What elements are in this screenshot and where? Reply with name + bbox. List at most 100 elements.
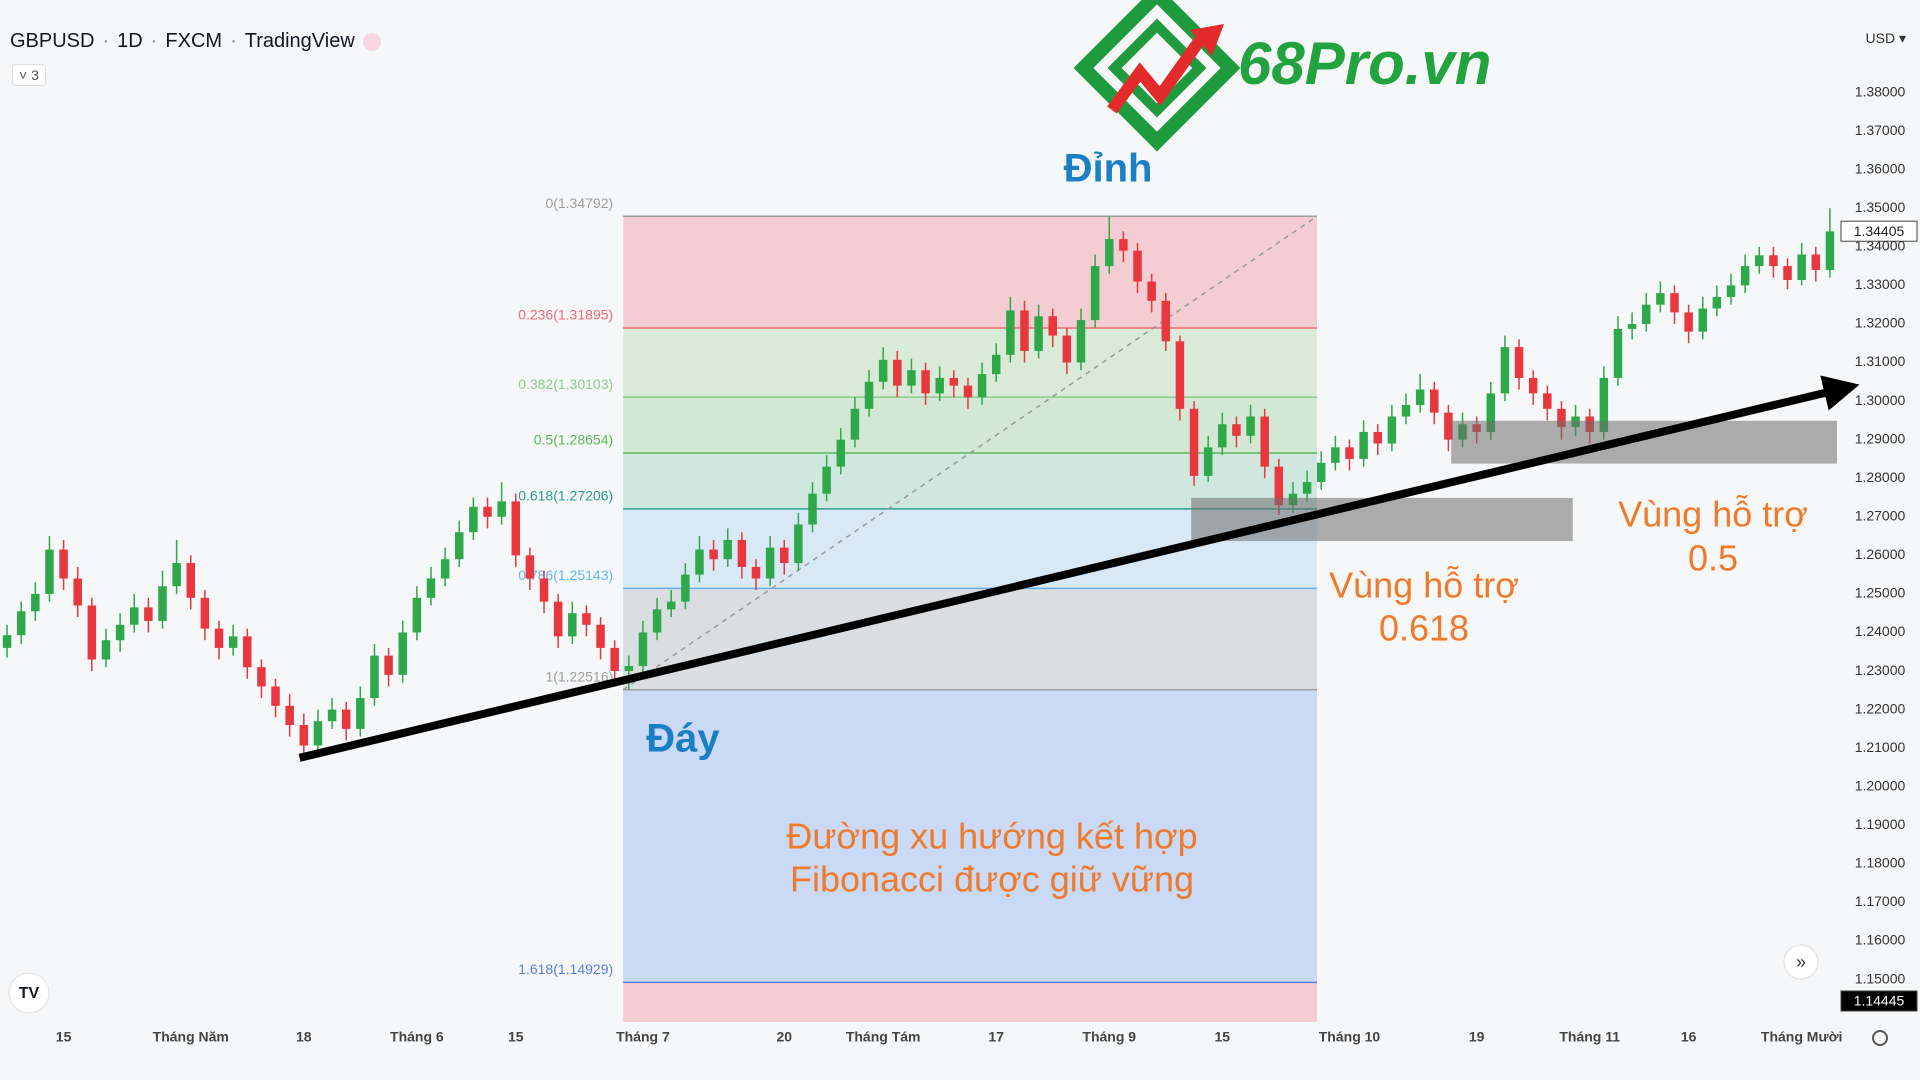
candle-body (356, 698, 365, 729)
logo-text: 68Pro.vn (1238, 30, 1491, 97)
candle-body (1147, 281, 1156, 301)
candle-body (794, 524, 803, 564)
indicator-count: 3 (31, 67, 39, 83)
candle-body (525, 555, 535, 579)
candle-body (1613, 328, 1623, 378)
x-tick-label: 19 (1469, 1029, 1485, 1045)
annotation: 0.618 (1379, 608, 1469, 649)
x-tick-label: 15 (1215, 1029, 1231, 1045)
annotation: Đỉnh (1064, 147, 1153, 191)
y-tick-label: 1.23000 (1855, 662, 1906, 678)
candle-body (808, 493, 817, 525)
candle-body (440, 559, 450, 579)
candle-body (483, 506, 492, 517)
fib-band (623, 689, 1317, 983)
candle-body (285, 705, 294, 726)
candle-body (370, 655, 379, 699)
candle-body (596, 624, 605, 648)
candle-body (497, 501, 506, 517)
candle-body (935, 377, 944, 394)
candle-body (709, 549, 718, 560)
y-tick-label: 1.15000 (1855, 970, 1906, 986)
annotation: Đáy (646, 717, 720, 761)
candle-body (313, 721, 323, 746)
candle-body (1528, 377, 1538, 394)
y-tick-label: 1.20000 (1855, 777, 1906, 793)
y-tick-label: 1.33000 (1855, 276, 1906, 292)
fib-level-label: 0.236(1.31895) (518, 307, 613, 323)
y-tick-label: 1.25000 (1855, 585, 1906, 601)
fib-level-label: 0.382(1.30103) (518, 376, 613, 392)
x-tick-label: Tháng Mười (1761, 1029, 1843, 1045)
x-tick-label: Tháng 7 (616, 1029, 670, 1045)
y-tick-label: 1.26000 (1855, 546, 1906, 562)
currency: USD (1865, 30, 1896, 46)
y-tick-label: 1.30000 (1855, 392, 1906, 408)
candle-body (257, 667, 266, 687)
y-tick-label: 1.32000 (1855, 315, 1906, 331)
x-tick-label: 20 (776, 1029, 792, 1045)
candle-body (341, 709, 351, 729)
candle-body (1048, 316, 1057, 336)
fib-level-label: 1.618(1.14929) (518, 961, 613, 977)
candle-body (751, 566, 761, 579)
fib-band (623, 328, 1317, 398)
candle-body (765, 547, 775, 579)
y-tick-label: 1.37000 (1855, 122, 1906, 138)
candle-body (130, 607, 139, 625)
status-icon (362, 32, 381, 51)
candle-body (695, 549, 704, 575)
annotation: 0.5 (1688, 538, 1738, 579)
candle-body (1430, 389, 1439, 413)
header: GBPUSD · 1D · FXCM · TradingView (10, 30, 381, 53)
candle-body (1133, 250, 1142, 282)
candle-body (921, 370, 930, 394)
candle-body (723, 539, 732, 560)
candle-body (1797, 254, 1806, 280)
symbol: GBPUSD (10, 30, 95, 52)
candle-body (1260, 416, 1269, 467)
fib-level-label: 0.618(1.27206) (518, 488, 613, 504)
svg-text:»: » (1796, 952, 1806, 972)
x-tick-label: Tháng 11 (1559, 1029, 1620, 1045)
candle-body (1331, 447, 1340, 463)
y-tick-label: 1.19000 (1855, 816, 1906, 832)
annotation-layer: Đỉnh Đáy Đường xu hướng kết hợp Fibonacc… (646, 147, 1808, 900)
candle-body (1034, 316, 1043, 351)
y-tick-label: 1.31000 (1855, 353, 1906, 369)
candle-body (893, 359, 902, 386)
settings-icon[interactable] (1872, 1030, 1888, 1046)
annotation: Vùng hỗ trợ (1618, 494, 1808, 535)
candle-body (1203, 447, 1213, 476)
price-tag-label: 1.14445 (1854, 993, 1905, 1009)
candle-body (1641, 304, 1651, 324)
candle-body (45, 549, 54, 594)
exchange: FXCM (165, 30, 223, 52)
candle-body (1359, 431, 1368, 459)
scroll-button[interactable]: » (1783, 944, 1819, 980)
candle-body (977, 374, 987, 398)
candle-body (568, 613, 577, 637)
candle-body (299, 725, 309, 746)
source: TradingView (244, 30, 355, 52)
y-tick-label: 1.36000 (1855, 160, 1906, 176)
fib-band (623, 588, 1317, 690)
candle-body (836, 439, 846, 467)
candle-body (1627, 323, 1637, 329)
candle-body (200, 597, 210, 629)
candle-body (582, 613, 591, 625)
candle-body (1599, 377, 1609, 432)
indicator-toggle[interactable]: ˅ 3 (12, 64, 46, 86)
candle-body (1811, 254, 1821, 270)
candle-body (398, 632, 407, 675)
candle-body (1062, 335, 1072, 363)
candle-body (666, 601, 676, 610)
fib-level-label: 0.5(1.28654) (534, 432, 613, 448)
candle-body (1246, 416, 1255, 436)
candle-body (1006, 310, 1015, 355)
candle-body (228, 636, 238, 648)
logo: 68Pro.vn (1073, 0, 1491, 152)
currency-menu[interactable]: USD ▾ (1865, 30, 1906, 46)
price-tag (1840, 990, 1918, 1012)
